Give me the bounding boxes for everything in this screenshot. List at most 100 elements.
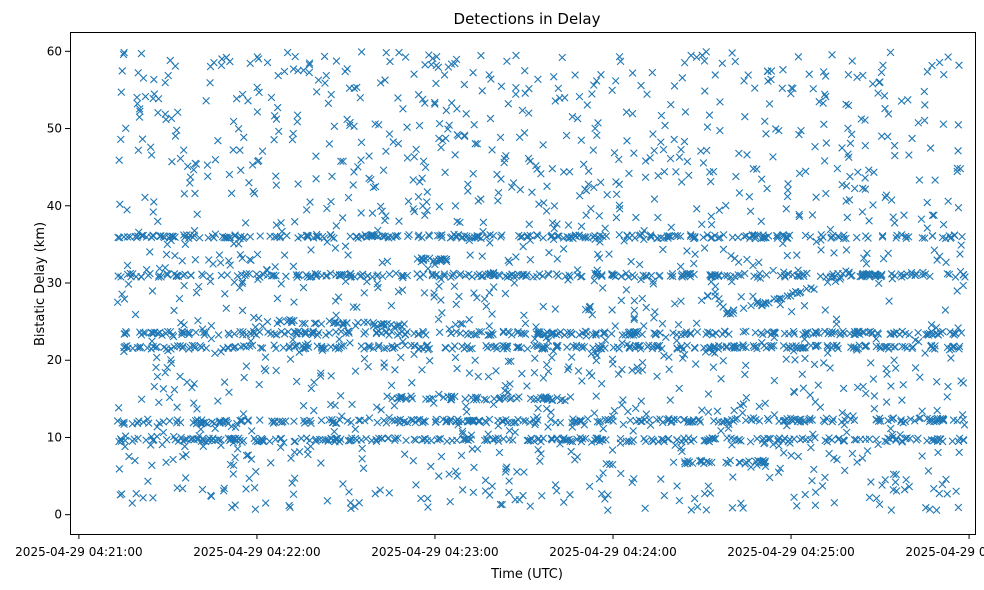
- detection-point: [959, 415, 968, 424]
- detection-point: [565, 435, 573, 444]
- detection-point: [482, 233, 491, 241]
- detection-point: [397, 272, 406, 280]
- detection-point: [376, 79, 385, 87]
- detection-point: [953, 416, 962, 425]
- detection-point: [870, 392, 879, 400]
- detection-point: [830, 498, 839, 507]
- detection-point: [173, 108, 182, 117]
- detection-point: [578, 344, 587, 352]
- detection-point: [925, 505, 934, 514]
- detection-point: [320, 234, 329, 242]
- detection-point: [403, 123, 411, 131]
- detection-point: [191, 189, 199, 198]
- detection-point: [842, 100, 850, 109]
- detection-point: [662, 333, 670, 342]
- detection-point: [623, 137, 631, 145]
- detection-point: [511, 90, 520, 99]
- detection-point: [479, 272, 487, 281]
- detection-point: [133, 99, 142, 108]
- detection-point: [298, 319, 307, 328]
- detection-point: [280, 330, 289, 338]
- detection-point: [373, 280, 382, 288]
- detection-point: [414, 232, 423, 241]
- detection-point: [438, 233, 446, 242]
- detection-point: [815, 97, 824, 106]
- detection-point: [379, 320, 388, 328]
- detection-point: [254, 156, 263, 165]
- detection-point: [844, 124, 852, 133]
- detection-point: [787, 451, 796, 460]
- detection-point: [599, 469, 607, 477]
- detection-point: [421, 99, 429, 107]
- detection-point: [898, 437, 907, 445]
- detection-point: [483, 436, 491, 445]
- detection-point: [350, 168, 358, 176]
- detection-point: [312, 435, 320, 444]
- detection-point: [579, 160, 588, 169]
- detection-point: [487, 75, 495, 83]
- detection-point: [643, 272, 651, 281]
- detection-point: [686, 272, 695, 281]
- detection-point: [463, 330, 472, 339]
- detection-point: [331, 419, 340, 427]
- detection-point: [118, 290, 126, 298]
- detection-point: [471, 139, 480, 148]
- detection-point: [905, 482, 914, 491]
- detection-point: [615, 180, 624, 189]
- detection-point: [475, 416, 484, 425]
- detection-point: [492, 366, 500, 375]
- detection-point: [892, 234, 900, 242]
- detection-point: [415, 178, 424, 186]
- detection-point: [174, 272, 183, 281]
- detection-point: [152, 363, 160, 372]
- detection-point: [534, 435, 542, 444]
- detection-point: [267, 329, 275, 338]
- detection-point: [708, 331, 717, 339]
- detection-point: [704, 390, 713, 398]
- detection-point: [734, 436, 742, 445]
- detection-point: [278, 417, 287, 426]
- detection-point: [747, 301, 755, 310]
- detection-point: [585, 369, 594, 377]
- detection-point: [327, 372, 335, 380]
- detection-point: [345, 84, 354, 93]
- detection-point: [325, 329, 334, 337]
- detection-point: [144, 271, 153, 280]
- detection-point: [911, 363, 920, 372]
- detection-point: [872, 335, 880, 343]
- detection-point: [226, 435, 235, 443]
- detection-point: [890, 219, 899, 227]
- detection-point: [410, 152, 419, 161]
- detection-point: [414, 90, 423, 99]
- detection-point: [166, 327, 175, 336]
- detection-point: [289, 335, 297, 344]
- detection-point: [753, 434, 761, 443]
- detection-point: [230, 278, 239, 287]
- detection-point: [588, 310, 597, 319]
- detection-point: [553, 232, 562, 241]
- detection-point: [131, 456, 139, 465]
- detection-point: [675, 153, 684, 161]
- detection-point: [672, 168, 680, 176]
- detection-point: [252, 467, 260, 476]
- detection-point: [897, 416, 905, 424]
- detection-point: [305, 436, 314, 445]
- detection-point: [648, 68, 657, 77]
- detection-point: [741, 327, 750, 336]
- detection-point: [290, 298, 298, 306]
- detection-point: [800, 418, 809, 426]
- detection-point: [489, 283, 498, 291]
- detection-point: [494, 196, 502, 205]
- detection-point: [732, 172, 740, 181]
- detection-point: [468, 234, 476, 242]
- detection-point: [622, 285, 631, 294]
- detection-point: [564, 365, 572, 374]
- detection-point: [918, 234, 927, 242]
- detection-point: [566, 393, 575, 401]
- detection-point: [217, 61, 226, 70]
- detection-point: [912, 436, 921, 444]
- detection-point: [619, 420, 628, 429]
- detection-point: [923, 67, 932, 76]
- detection-point: [593, 131, 601, 140]
